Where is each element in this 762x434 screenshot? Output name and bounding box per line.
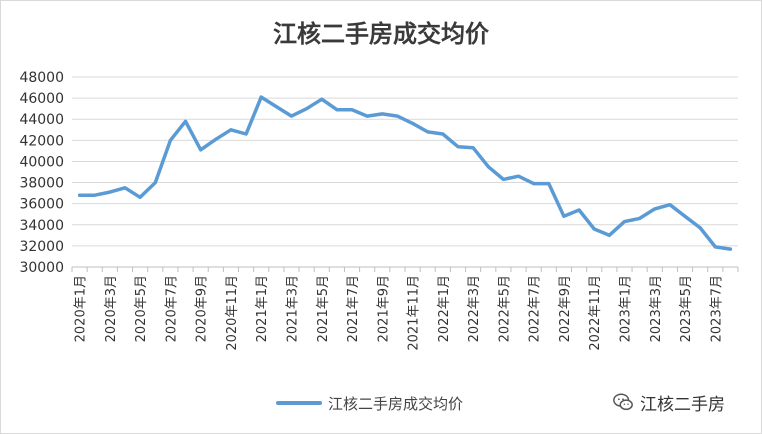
data-point <box>153 181 157 185</box>
data-point <box>547 182 551 186</box>
data-point <box>274 105 278 109</box>
y-tick-label: 42000 <box>19 133 64 149</box>
chart-title: 江核二手房成交均价 <box>273 20 489 48</box>
data-point <box>638 216 642 220</box>
data-point <box>350 108 354 112</box>
data-point <box>214 137 218 141</box>
data-point <box>683 214 687 218</box>
x-tick-label: 2022年7月 <box>528 275 543 342</box>
x-tick-label: 2021年5月 <box>316 275 331 342</box>
series-line <box>77 95 733 251</box>
legend-label: 江核二手房成交均价 <box>328 394 464 413</box>
data-point <box>517 174 521 178</box>
data-point <box>244 132 248 136</box>
y-tick-label: 34000 <box>19 218 64 234</box>
data-point <box>698 226 702 230</box>
data-point <box>501 177 505 181</box>
y-tick-label: 40000 <box>19 154 64 170</box>
x-tick-label: 2021年11月 <box>407 275 422 351</box>
x-tick-label: 2022年1月 <box>437 275 452 342</box>
data-point <box>108 190 112 194</box>
data-point <box>259 95 263 99</box>
data-point <box>335 108 339 112</box>
x-tick-label: 2020年9月 <box>195 275 210 342</box>
x-tick-label: 2022年3月 <box>467 275 482 342</box>
y-tick-label: 46000 <box>19 91 64 107</box>
y-tick-label: 44000 <box>19 112 64 128</box>
data-point <box>668 203 672 207</box>
data-point <box>486 165 490 169</box>
data-point <box>607 233 611 237</box>
wechat-icon <box>613 393 633 411</box>
y-tick-label: 38000 <box>19 176 64 192</box>
data-point <box>532 182 536 186</box>
legend-swatch <box>276 401 322 405</box>
data-point <box>411 121 415 125</box>
data-point <box>199 148 203 152</box>
x-tick-label: 2020年7月 <box>164 275 179 342</box>
x-tick-label: 2021年3月 <box>285 275 300 342</box>
x-tick-label: 2020年11月 <box>225 275 240 351</box>
x-tick-label: 2022年9月 <box>558 275 573 342</box>
x-tick-label: 2020年5月 <box>134 275 149 342</box>
data-point <box>426 130 430 134</box>
x-tick-label: 2023年7月 <box>709 275 724 342</box>
data-point <box>562 214 566 218</box>
x-axis: 2020年1月 2020年3月 2020年5月 2020年7月 2020年9月 2020年… <box>71 266 739 351</box>
data-point <box>78 193 82 197</box>
data-point <box>380 112 384 116</box>
data-point <box>471 146 475 150</box>
x-tick-label: 2021年9月 <box>376 275 391 342</box>
x-tick-label: 2020年3月 <box>104 275 119 342</box>
y-tick-label: 48000 <box>19 70 64 86</box>
x-tick-label: 2023年5月 <box>679 275 694 342</box>
data-point <box>168 138 172 142</box>
y-tick-label: 32000 <box>19 239 64 255</box>
series-layer <box>77 95 733 251</box>
data-point <box>728 247 732 251</box>
x-tick-label: 2023年1月 <box>618 275 633 342</box>
watermark-text: 江核二手房 <box>640 394 725 415</box>
data-point <box>305 107 309 111</box>
data-point <box>93 193 97 197</box>
data-point <box>653 207 657 211</box>
x-tick-label: 2022年11月 <box>588 275 603 351</box>
data-point <box>320 97 324 101</box>
data-point <box>441 132 445 136</box>
gridlines <box>72 76 738 247</box>
data-point <box>365 114 369 118</box>
y-tick-label: 30000 <box>19 260 64 276</box>
data-point <box>229 128 233 132</box>
y-axis: 30000 32000 34000 36000 38000 40000 42000 44000… <box>19 70 64 276</box>
data-point <box>592 227 596 231</box>
data-point <box>456 145 460 149</box>
data-point <box>713 245 717 249</box>
y-tick-label: 36000 <box>19 197 64 213</box>
x-tick-label: 2022年5月 <box>497 275 512 342</box>
data-point <box>138 195 142 199</box>
x-tick-label: 2020年1月 <box>74 275 89 342</box>
legend: 江核二手房成交均价 <box>276 392 463 414</box>
data-point <box>577 208 581 212</box>
data-point <box>123 186 127 190</box>
x-tick-label: 2021年7月 <box>346 275 361 342</box>
x-tick-label: 2023年3月 <box>649 275 664 342</box>
data-point <box>622 220 626 224</box>
data-point <box>184 119 188 123</box>
data-point <box>395 114 399 118</box>
data-point <box>289 114 293 118</box>
x-tick-label: 2021年1月 <box>255 275 270 342</box>
watermark: 江核二手房 <box>612 388 725 416</box>
